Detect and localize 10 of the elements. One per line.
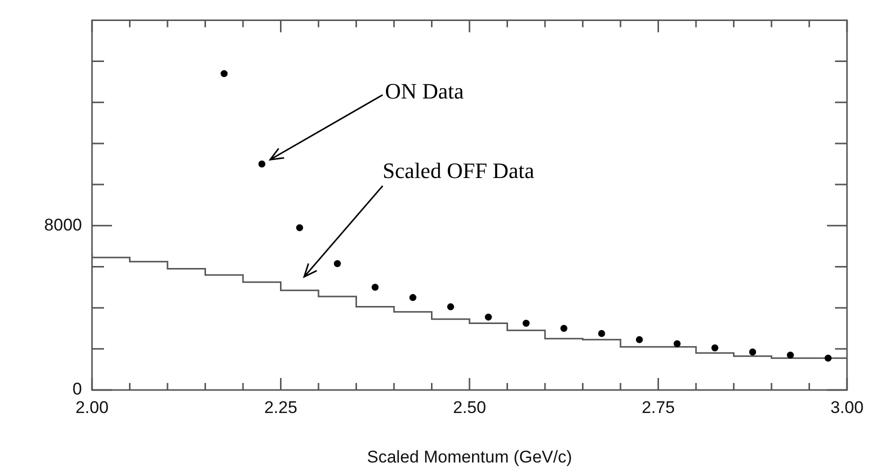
annotation: Scaled OFF Data — [382, 158, 534, 183]
y-tick-label: 8000 — [44, 215, 82, 234]
annotation: ON Data — [384, 78, 464, 104]
y-tick-label: 0 — [72, 380, 82, 399]
x-tick-label: 2.25 — [264, 398, 298, 417]
x-tick-label: 2.50 — [452, 398, 486, 417]
x-tick-label: 2.75 — [642, 398, 675, 417]
x-tick-label: 3.00 — [830, 398, 864, 417]
x-tick-label: 2.00 — [75, 398, 109, 417]
x-axis-title: Scaled Momentum (GeV/c) — [366, 447, 572, 466]
